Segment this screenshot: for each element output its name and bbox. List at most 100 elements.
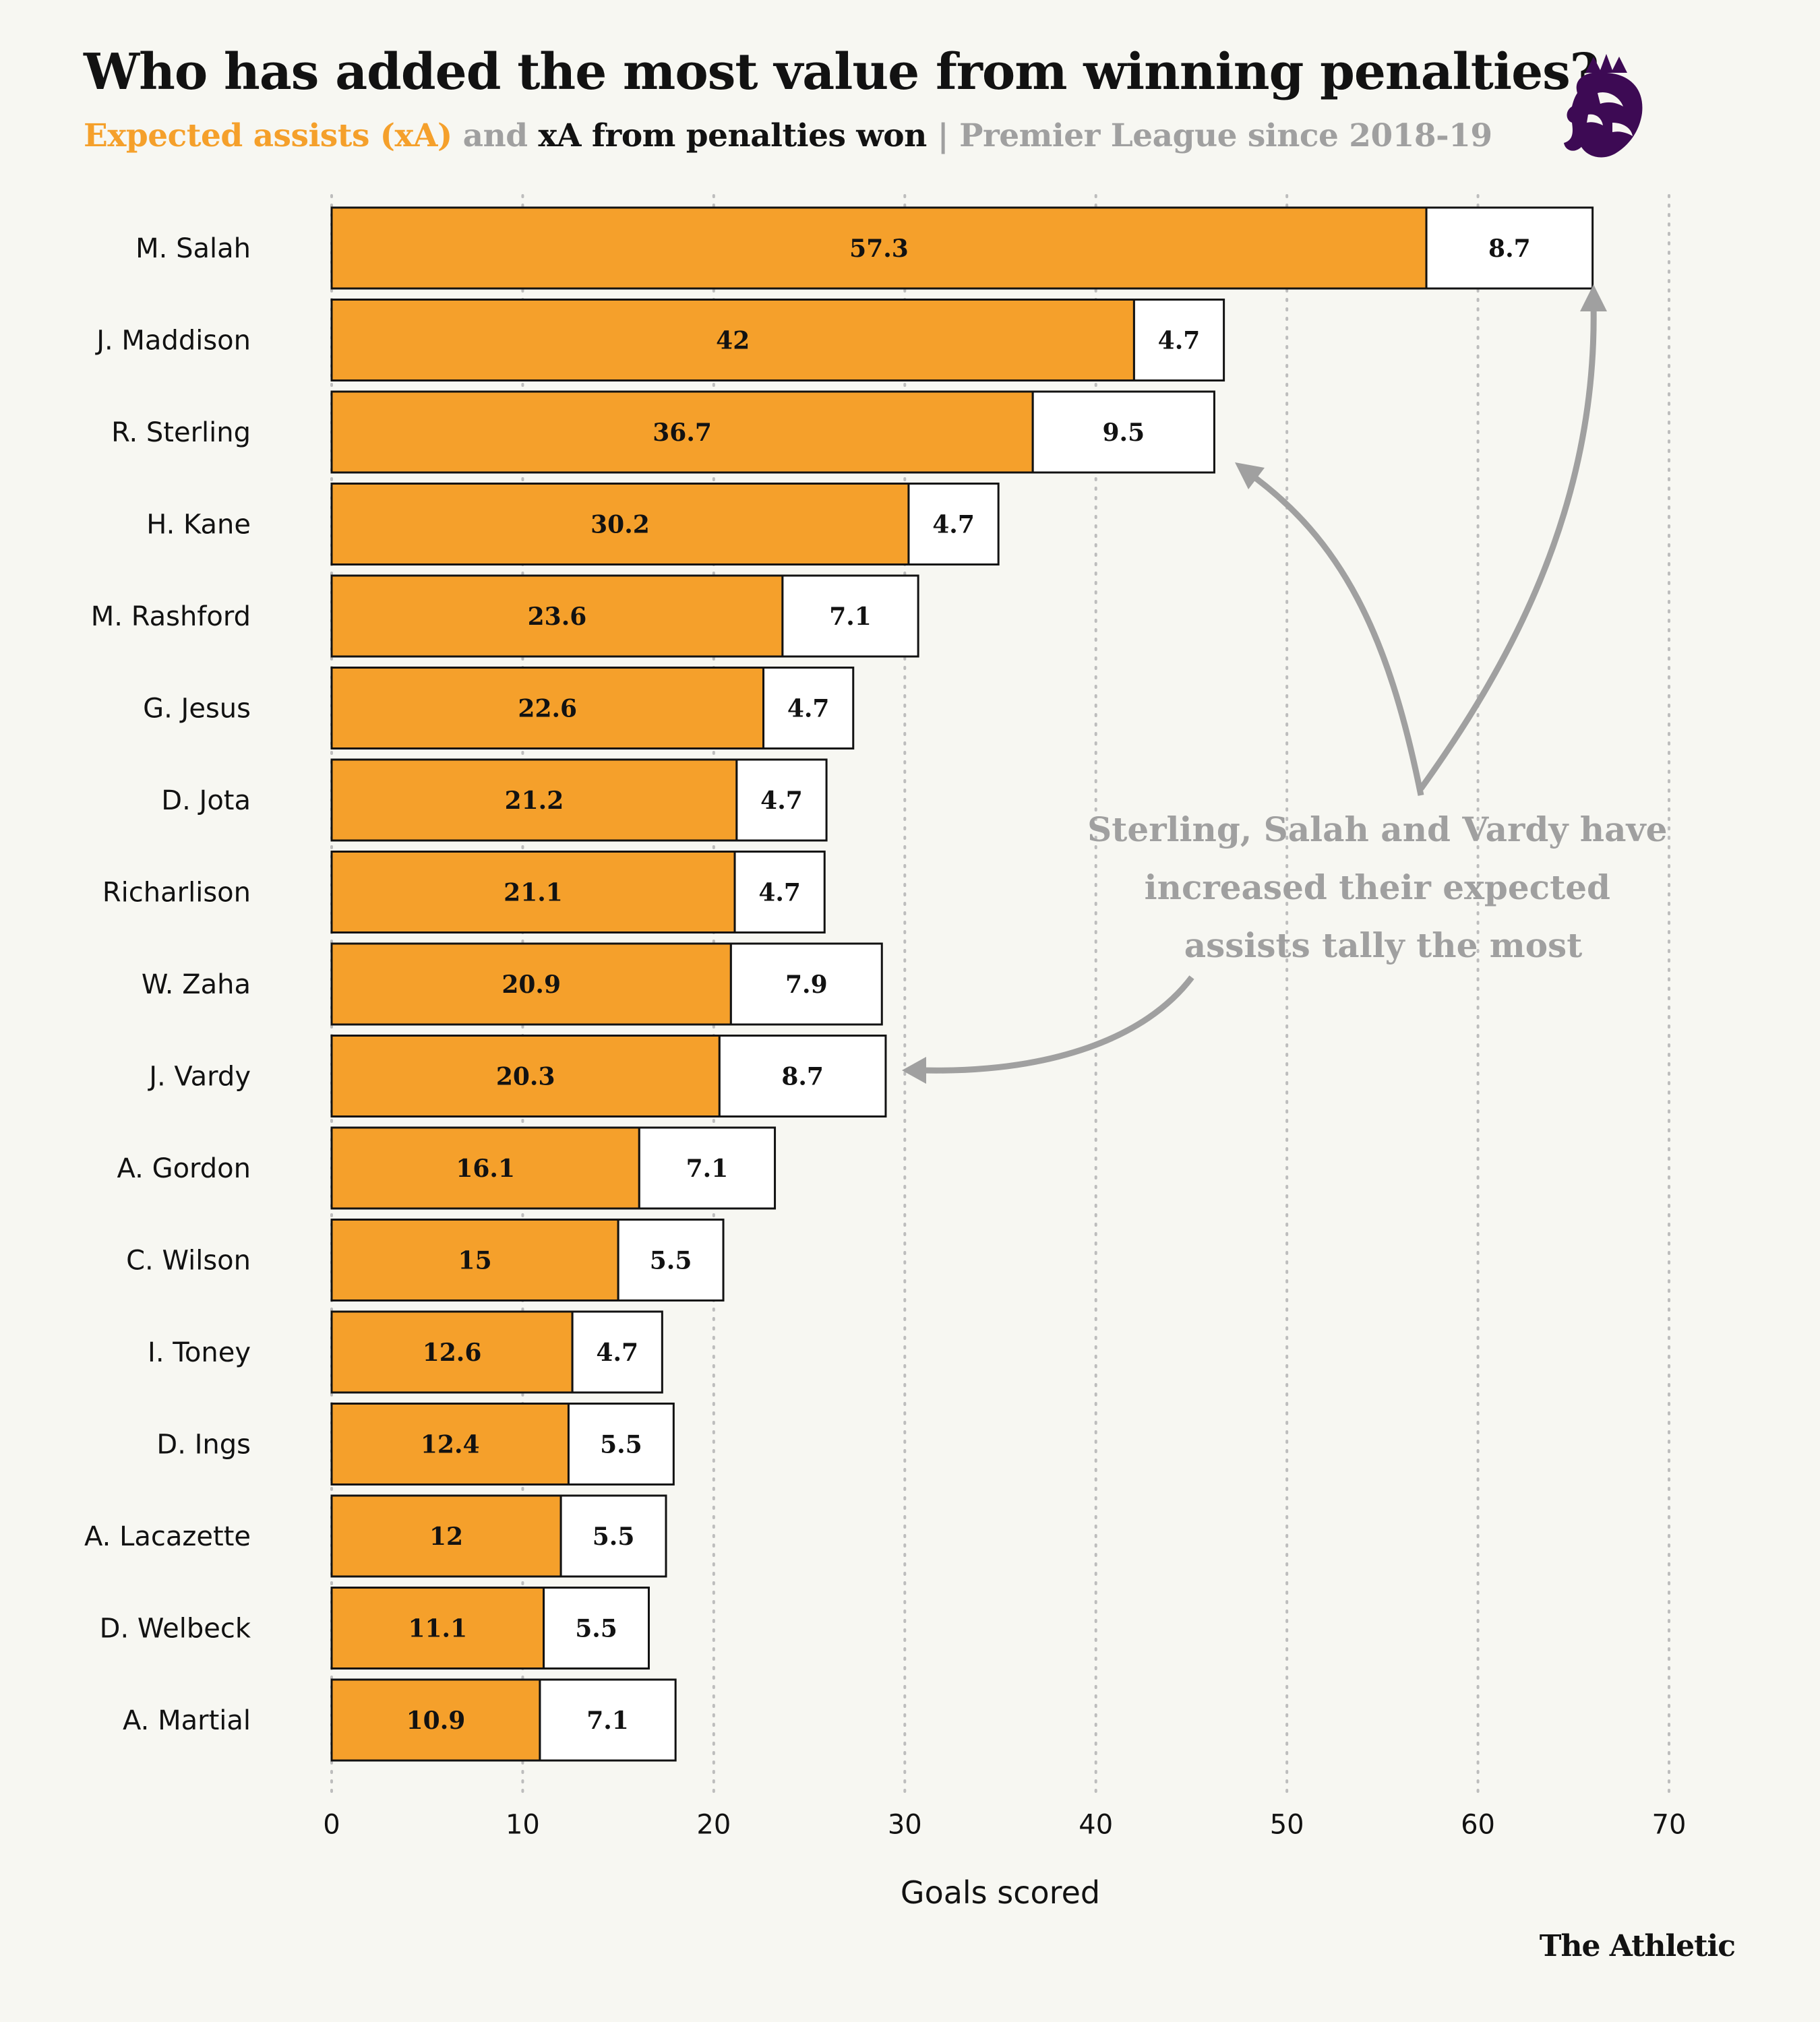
bar-penalty [907,483,1000,565]
y-tick-label: A. Lacazette [84,1521,251,1552]
annotation-line: increased their expected [1145,867,1610,907]
data-label-penalty: 5.5 [593,1523,635,1551]
data-label-xa: 23.6 [528,603,587,631]
data-label-penalty: 8.7 [1488,235,1531,263]
data-label-penalty: 4.7 [758,879,801,907]
data-label-penalty: 4.7 [787,695,830,723]
legend-scope: Premier League since 2018-19 [959,117,1492,154]
bar-xa [330,390,1034,474]
data-label-penalty: 5.5 [575,1615,617,1643]
data-label-penalty: 9.5 [1102,419,1145,447]
data-label-penalty: 4.7 [596,1339,638,1367]
annotation: Sterling, Salah and Vardy have increased… [902,284,1679,1084]
x-tick-label: 70 [1652,1810,1687,1841]
data-label-xa: 36.7 [653,419,712,447]
chart-title: Who has added the most value from winnin… [84,43,1599,101]
bar-xa [330,299,1135,381]
arrowhead-salah-icon [1580,284,1607,311]
y-tick-label: R. Sterling [111,417,251,448]
annotation-line: Sterling, Salah and Vardy have [1087,809,1667,849]
y-tick-label: M. Salah [135,233,251,264]
data-label-xa: 12.4 [421,1431,480,1459]
data-label-penalty: 4.7 [1158,327,1201,355]
bar-penalty [735,758,828,842]
y-tick-label: A. Gordon [117,1153,251,1184]
bar-penalty [1132,299,1225,381]
y-tick-label: D. Welbeck [100,1614,251,1645]
bar-penalty [781,574,919,658]
data-label-xa: 21.2 [505,787,564,815]
data-label-penalty: 5.5 [600,1431,642,1459]
bar-penalty [762,667,855,749]
y-tick-label: J. Vardy [147,1062,251,1093]
bar-xa [330,1310,574,1394]
annotation-text: Sterling, Salah and Vardy have increased… [1087,809,1679,965]
data-label-xa: 42 [716,327,750,355]
bar-penalty [1425,206,1594,290]
bar-xa [330,1587,545,1669]
bar-penalty [559,1494,667,1578]
y-tick-label: Richarlison [102,878,251,909]
data-label-penalty: 4.7 [932,511,975,539]
data-label-penalty: 5.5 [650,1247,692,1275]
data-label-xa: 10.9 [406,1707,466,1735]
y-tick-label: C. Wilson [126,1246,251,1277]
x-tick-label: 10 [506,1810,540,1841]
bar-xa [330,1403,570,1485]
arrow-to-vardy [921,975,1194,1074]
data-label-xa: 20.3 [496,1063,555,1091]
y-tick-label: M. Rashford [91,601,251,632]
x-tick-label: 0 [323,1810,340,1841]
bar-xa [330,1678,541,1762]
data-label-xa: 12.6 [423,1339,482,1367]
data-label-xa: 57.3 [849,235,909,263]
legend-xa: Expected assists (xA) [84,117,452,154]
x-tick-label: 30 [888,1810,922,1841]
bar-penalty [539,1678,677,1762]
legend-and: and [452,117,539,154]
bar-penalty [1031,390,1215,474]
arrow-to-sterling [1244,469,1424,796]
data-label-xa: 21.1 [504,879,563,907]
bar-xa [330,1035,721,1117]
bar-xa [330,758,738,842]
bar-xa [330,1126,640,1210]
data-label-penalty: 7.1 [829,603,872,631]
y-tick-label: W. Zaha [142,969,251,1000]
premier-league-lion-icon [1564,54,1643,158]
bar-xa [330,574,784,658]
y-tick-label: D. Ings [156,1430,251,1461]
legend-penalty: xA from penalties won [538,117,927,154]
y-tick-label: I. Toney [148,1337,251,1368]
x-axis-label: Goals scored [901,1874,1100,1911]
bar-penalty [729,942,883,1026]
bar-xa [330,483,910,565]
legend-separator: | [926,117,960,154]
bar-xa [330,1219,619,1301]
data-label-xa: 16.1 [456,1155,515,1183]
data-label-xa: 15 [458,1247,492,1275]
bar-xa [330,206,1428,290]
y-tick-label: G. Jesus [143,694,251,725]
bar-penalty [567,1403,675,1485]
x-axis-ticks: 0 10 20 30 40 50 60 70 [323,1810,1686,1841]
annotation-line: assists tally the most [1184,925,1583,965]
data-label-penalty: 7.1 [686,1155,729,1183]
bar-penalty [733,851,826,933]
y-axis-labels: M. Salah J. Maddison R. Sterling H. Kane M. … [84,233,251,1736]
data-label-xa: 22.6 [518,695,577,723]
data-label-penalty: 7.1 [586,1707,629,1735]
x-tick-label: 60 [1461,1810,1495,1841]
bar-penalty [638,1126,777,1210]
brand-logo: The Athletic [1539,1929,1736,1963]
chart-subtitle: Expected assists (xA) and xA from penalt… [84,117,1492,154]
arrowhead-vardy-icon [902,1057,926,1084]
data-label-xa: 11.1 [408,1615,467,1643]
arrowhead-sterling-icon [1235,462,1265,489]
data-label-xa: 20.9 [502,971,561,999]
x-tick-label: 50 [1270,1810,1304,1841]
bar-penalty [718,1035,887,1117]
bar-penalty [543,1587,650,1669]
data-label-penalty: 4.7 [760,787,803,815]
